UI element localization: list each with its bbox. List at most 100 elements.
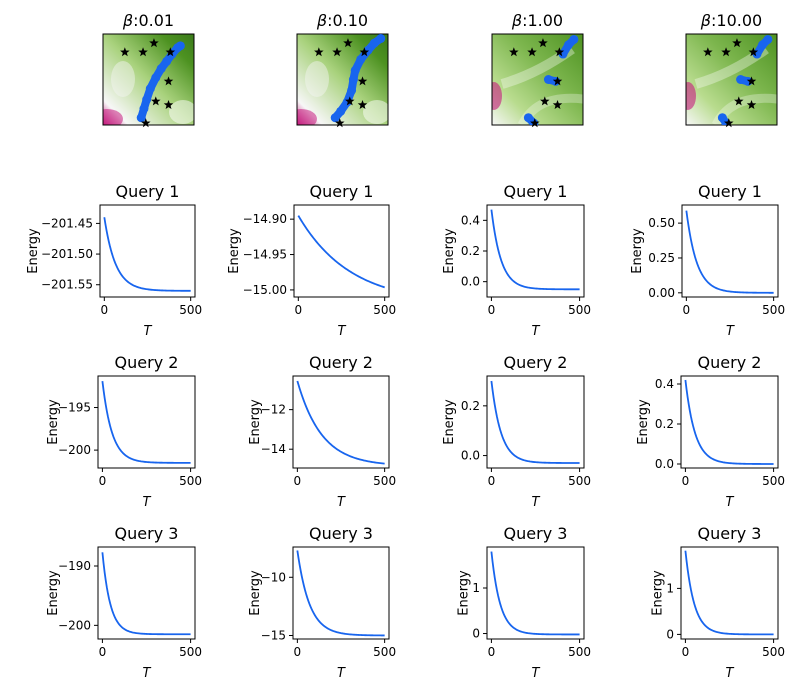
y-tick-label: 0.4 (461, 213, 480, 227)
pattern-star-icon (345, 96, 355, 106)
energy-plot: 0 500 0.4 0.2 0.0 Query 2 T Energy (636, 353, 785, 510)
trajectory-point (569, 34, 579, 44)
energy-curve (490, 380, 580, 464)
x-tick-label: 500 (762, 303, 785, 317)
plot-frame (486, 204, 585, 298)
trajectory-point (350, 65, 360, 75)
x-tick-label: 500 (568, 645, 591, 659)
trajectory-point (347, 85, 357, 95)
x-tick-label: 500 (373, 303, 396, 317)
plot-title: Query 1 (116, 182, 180, 201)
energy-plot: 0 500 −14.90 −14.95 −15.00 Query 1 T Energy (227, 182, 396, 339)
plot-frame (97, 546, 196, 640)
beta-symbol: β (700, 11, 711, 30)
plot-title: Query 1 (310, 182, 374, 201)
trajectory-point (348, 75, 358, 84)
x-tick-label: 0 (294, 474, 302, 488)
pattern-star-icon (165, 47, 176, 57)
beta-symbol: β (122, 11, 133, 30)
beta-value: :0.01 (133, 11, 174, 30)
y-tick-label: 0.4 (655, 377, 674, 391)
x-tick-label: 0 (99, 645, 107, 659)
trajectory (136, 41, 185, 123)
pattern-star-icon (343, 38, 353, 48)
heatmap-features (103, 61, 194, 125)
y-tick-label: −201.55 (41, 278, 93, 292)
energy-plot: 0 500 −12 −14 Query 2 T Energy (248, 353, 396, 510)
y-axis-label: Energy (630, 228, 645, 274)
y-tick-label: −14.90 (243, 212, 287, 226)
plot-title: Query 1 (698, 182, 762, 201)
energy-curve (684, 550, 774, 636)
x-axis-label: T (337, 495, 346, 510)
plot-title: Query 3 (115, 524, 179, 543)
energy-curve (685, 210, 774, 294)
y-tick-label: 1 (472, 581, 480, 595)
energy-plot: 0 500 1 0 Query 3 T Energy (457, 524, 591, 681)
pattern-star-icon (527, 47, 537, 57)
pattern-star-icon (540, 96, 550, 106)
pattern-star-icon (554, 47, 565, 57)
pattern-star-icon (359, 47, 370, 57)
plot-title: Query 2 (504, 353, 568, 372)
pattern-star-icon (138, 47, 148, 57)
landscape-row: β:0.01 β:0.10 β:1.00 β:10.00 (102, 11, 778, 128)
x-tick-label: 0 (682, 645, 690, 659)
pattern-star-icon (120, 47, 130, 57)
x-tick-label: 500 (179, 474, 202, 488)
trajectory-point (763, 34, 773, 44)
pattern-star-icon (509, 47, 519, 57)
plot-title: Query 3 (504, 524, 568, 543)
pattern-star-icon (734, 96, 744, 106)
y-tick-label: 0.0 (655, 457, 674, 471)
landscape-frame (296, 33, 389, 126)
pattern-star-icon (552, 76, 563, 86)
x-tick-label: 0 (488, 303, 496, 317)
plot-frame (99, 204, 196, 298)
heatmap-features (297, 61, 388, 125)
y-tick-label: −200 (58, 618, 91, 632)
x-tick-label: 0 (682, 474, 690, 488)
trajectory-point (369, 38, 379, 48)
x-tick-label: 500 (179, 303, 202, 317)
plot-title: Query 2 (309, 353, 373, 372)
y-tick-label: −201.45 (41, 216, 93, 230)
landscape-panel: β:10.00 (685, 11, 778, 128)
y-tick-label: 0.2 (461, 244, 480, 258)
y-axis-label: Energy (227, 228, 242, 274)
energy-curve (684, 379, 774, 465)
trajectory-point (145, 84, 155, 94)
heatmap-light-region (169, 100, 194, 124)
y-axis-label: Energy (442, 399, 457, 445)
energy-curve (490, 209, 580, 291)
pattern-star-icon (357, 76, 368, 86)
trajectory-point (156, 64, 166, 74)
beta-symbol: β (511, 11, 522, 30)
trajectory-point (330, 113, 340, 123)
plot-frame (680, 375, 779, 469)
y-tick-label: −14 (261, 442, 286, 456)
pattern-star-icon (332, 47, 342, 57)
landscape-title: β:1.00 (511, 11, 563, 30)
energy-curve (297, 215, 385, 289)
x-tick-label: 0 (683, 303, 691, 317)
y-axis-label: Energy (46, 570, 61, 616)
landscape-panel: β:1.00 (491, 11, 584, 128)
y-tick-label: −15.00 (243, 283, 287, 297)
energy-plot: 0 500 1 0 Query 3 T Energy (651, 524, 785, 681)
beta-value: :10.00 (711, 11, 762, 30)
y-tick-label: 0.00 (648, 286, 675, 300)
x-tick-label: 500 (373, 645, 396, 659)
x-tick-label: 0 (488, 645, 496, 659)
x-tick-label: 500 (568, 474, 591, 488)
pattern-star-icon (746, 99, 757, 110)
pattern-star-icon (357, 99, 368, 110)
y-axis-label: Energy (457, 570, 472, 616)
x-axis-label: T (726, 324, 735, 339)
energy-plot: 0 500 −195 −200 Query 2 T Energy (46, 353, 202, 510)
pattern-star-icon (538, 38, 548, 48)
heatmap-low-region (492, 82, 502, 110)
y-tick-label: 0.25 (648, 251, 675, 265)
landscape-frame (685, 33, 778, 126)
